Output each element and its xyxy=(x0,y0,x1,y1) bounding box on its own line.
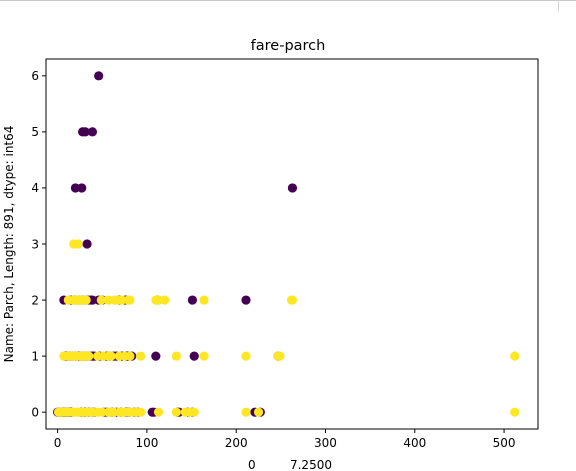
scatter-point xyxy=(136,351,146,361)
x-axis-ticks: 0 100 200 300 400 500 xyxy=(54,429,516,450)
window-top-border xyxy=(0,0,576,1)
scatter-point xyxy=(241,295,251,305)
x-tick-label: 100 xyxy=(135,436,158,450)
x-axis-label: 0 7.2500 xyxy=(248,458,332,471)
y-tick-label: 0 xyxy=(31,405,39,419)
scatter-point xyxy=(125,295,135,305)
x-tick-label: 400 xyxy=(403,436,426,450)
scatter-point xyxy=(73,239,83,249)
scatter-point xyxy=(151,351,161,361)
scatter-point xyxy=(187,295,198,305)
scatter-point xyxy=(136,407,146,417)
scatter-point xyxy=(82,239,92,249)
x-tick-label: 0 xyxy=(54,436,62,450)
scatter-point xyxy=(153,407,164,417)
y-axis-ticks: 0 1 2 3 4 5 6 xyxy=(31,69,46,419)
scatter-point xyxy=(199,351,209,361)
y-tick-label: 1 xyxy=(31,349,39,363)
scatter-point xyxy=(199,295,209,305)
scatter-point xyxy=(275,351,285,361)
x-tick-label: 500 xyxy=(493,436,516,450)
scatter-point xyxy=(171,407,181,417)
scatter-point xyxy=(241,407,251,417)
scatter-point xyxy=(171,351,181,361)
y-tick-label: 3 xyxy=(31,237,39,251)
scatter-point xyxy=(125,351,135,361)
window-top-tick xyxy=(558,0,559,12)
scatter-point xyxy=(94,71,104,81)
y-tick-label: 2 xyxy=(31,293,39,307)
y-tick-label: 6 xyxy=(31,69,39,83)
scatter-point xyxy=(510,407,520,417)
scatter-point xyxy=(96,295,106,305)
chart-title: fare-parch xyxy=(251,38,326,54)
scatter-point xyxy=(241,351,251,361)
scatter-point xyxy=(510,351,520,361)
scatter-point xyxy=(81,295,91,305)
scatter-point xyxy=(287,183,298,193)
plot-frame xyxy=(45,58,539,430)
y-tick-label: 4 xyxy=(31,181,39,195)
y-axis-label: Name: Parch, Length: 891, dtype: int64 xyxy=(2,126,16,363)
y-tick-label: 5 xyxy=(31,125,39,139)
scatter-point xyxy=(80,127,90,137)
scatter-point xyxy=(287,295,298,305)
scatter-point xyxy=(84,351,94,361)
scatter-point xyxy=(189,351,199,361)
scatter-point xyxy=(77,183,87,193)
x-tick-label: 300 xyxy=(314,436,337,450)
scatter-point xyxy=(106,351,116,361)
x-tick-label: 200 xyxy=(225,436,248,450)
scatter-point xyxy=(160,295,170,305)
scatter-point xyxy=(189,407,199,417)
scatter-point xyxy=(87,127,98,137)
scatter-points-layer xyxy=(53,71,520,417)
scatter-point xyxy=(253,407,264,417)
